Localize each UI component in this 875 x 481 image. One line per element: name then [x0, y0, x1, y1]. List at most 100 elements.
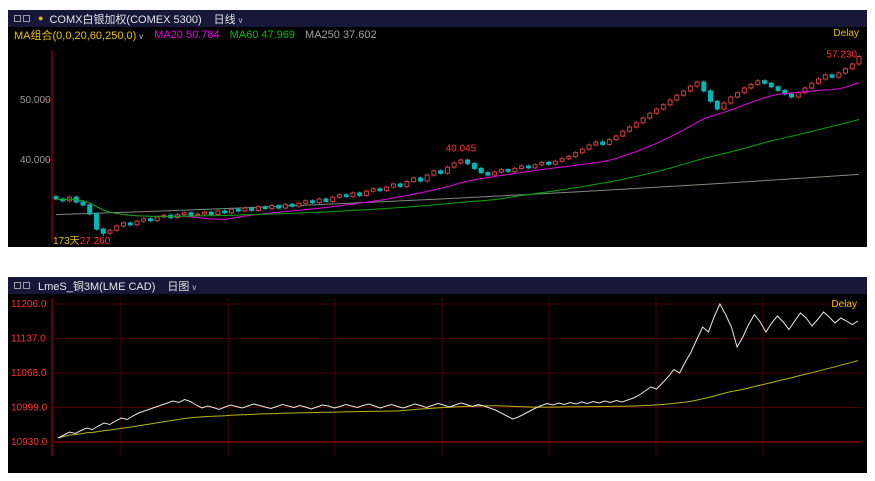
- candle-body: [316, 198, 322, 204]
- candle-body: [458, 159, 464, 164]
- candle-body: [181, 212, 187, 216]
- candle-body: [471, 163, 477, 169]
- candle-body: [424, 174, 430, 182]
- candle-body: [269, 205, 275, 210]
- candle-body: [222, 210, 228, 214]
- candle-body: [384, 186, 390, 192]
- candle-body: [762, 80, 767, 84]
- candle-body: [404, 181, 410, 187]
- delay-badge: Delay: [833, 28, 859, 39]
- ma20-value-label: MA20 50.784: [154, 28, 220, 41]
- chart-panel-copper: LmeS_铜3M(LME CAD) 日图 ∨ Delay 11206.0 11137…: [8, 277, 867, 473]
- candle-body: [620, 130, 626, 137]
- candle-body: [512, 167, 518, 172]
- candle-body: [444, 166, 450, 174]
- window-icon[interactable]: [23, 15, 30, 22]
- ma60-line: [55, 119, 860, 217]
- candle-body: [816, 78, 821, 84]
- candle-body: [579, 148, 585, 154]
- window-icons[interactable]: [14, 15, 32, 22]
- candle-body: [586, 144, 592, 150]
- last-price-label: 57.230: [826, 50, 857, 61]
- candle-body: [296, 202, 302, 207]
- candlestick-chart[interactable]: 50.000 40.000 40.045 57.230 173天27.260: [8, 42, 867, 247]
- candle-body: [100, 228, 106, 234]
- candle-body: [107, 229, 113, 234]
- candle-body: [323, 198, 329, 202]
- period-label: 日线: [213, 13, 236, 26]
- window-icon[interactable]: [14, 15, 21, 22]
- candle-body: [802, 87, 808, 94]
- ma250-line: [55, 173, 860, 216]
- y-axis-label: 11068.0: [11, 368, 47, 379]
- titlebar-silver: ● COMX白银加权(COMEX 5300) 日线 ∨: [8, 10, 867, 27]
- candle-body: [242, 207, 248, 212]
- candle-body: [485, 172, 491, 176]
- candle-body: [303, 200, 309, 204]
- candle-body: [566, 155, 572, 160]
- candle-body: [519, 165, 525, 169]
- y-axis-label: 50.000: [20, 95, 51, 106]
- peak-price-annotation: 40.045: [446, 144, 477, 155]
- period-label: 日图: [167, 280, 190, 293]
- candle-body: [188, 212, 194, 216]
- candle-body: [336, 194, 342, 198]
- candle-body: [573, 152, 579, 157]
- candle-body: [633, 122, 639, 128]
- window-icon[interactable]: [23, 282, 30, 289]
- candle-body: [465, 159, 471, 165]
- period-dropdown-silver[interactable]: 日线 ∨: [214, 11, 244, 27]
- chevron-down-icon: ∨: [237, 15, 244, 25]
- candle-body: [640, 117, 646, 124]
- candle-body: [708, 90, 713, 102]
- candle-body: [370, 188, 376, 192]
- candle-body: [343, 194, 349, 198]
- candle-body: [492, 171, 498, 176]
- candle-body: [559, 158, 565, 162]
- candle-body: [748, 83, 754, 89]
- low-price-annotation: 173天27.260: [53, 236, 111, 247]
- candle-body: [836, 72, 842, 78]
- y-axis-label: 10999.0: [11, 403, 48, 414]
- chevron-down-icon: ∨: [138, 31, 145, 41]
- y-axis-label: 10930.0: [11, 437, 48, 448]
- candle-body: [87, 204, 93, 215]
- candle-body: [809, 82, 815, 89]
- candle-body: [829, 74, 835, 78]
- candle-body: [249, 207, 255, 211]
- period-dropdown-copper[interactable]: 日图 ∨: [167, 278, 197, 294]
- candle-body: [411, 177, 417, 183]
- candle-body: [255, 206, 261, 211]
- candles: [53, 55, 862, 237]
- ma-combo-dropdown[interactable]: MA组合(0,0,20,60,250,0) ∨: [14, 27, 144, 43]
- candle-body: [397, 183, 403, 187]
- candle-body: [735, 92, 740, 98]
- candle-body: [843, 68, 848, 74]
- y-axis-label: 40.000: [20, 155, 51, 166]
- candle-body: [195, 213, 201, 216]
- candle-body: [215, 210, 221, 216]
- candle-body: [262, 206, 268, 210]
- line-chart[interactable]: 11206.0 11137.0 11068.0 10999.0 10930.0: [8, 294, 867, 473]
- candle-body: [654, 108, 660, 114]
- candle-body: [350, 192, 356, 198]
- candle-body: [681, 90, 687, 96]
- candle-body: [80, 201, 86, 206]
- candle-body: [94, 213, 99, 230]
- candle-body: [114, 225, 120, 231]
- candle-body: [755, 80, 761, 85]
- candle-body: [289, 203, 295, 207]
- vertical-grid: [120, 298, 764, 456]
- candle-body: [627, 126, 633, 132]
- candle-body: [647, 112, 653, 119]
- candle-body: [228, 208, 234, 214]
- candle-body: [593, 141, 599, 146]
- delay-badge: Delay: [831, 299, 857, 310]
- indicator-row: MA组合(0,0,20,60,250,0) ∨ MA20 50.784 MA60 …: [8, 27, 867, 42]
- window-icon[interactable]: [14, 282, 21, 289]
- window-icons[interactable]: [14, 282, 32, 289]
- candle-body: [121, 222, 126, 227]
- candle-body: [613, 135, 619, 141]
- candle-body: [741, 87, 747, 94]
- candle-body: [498, 169, 504, 173]
